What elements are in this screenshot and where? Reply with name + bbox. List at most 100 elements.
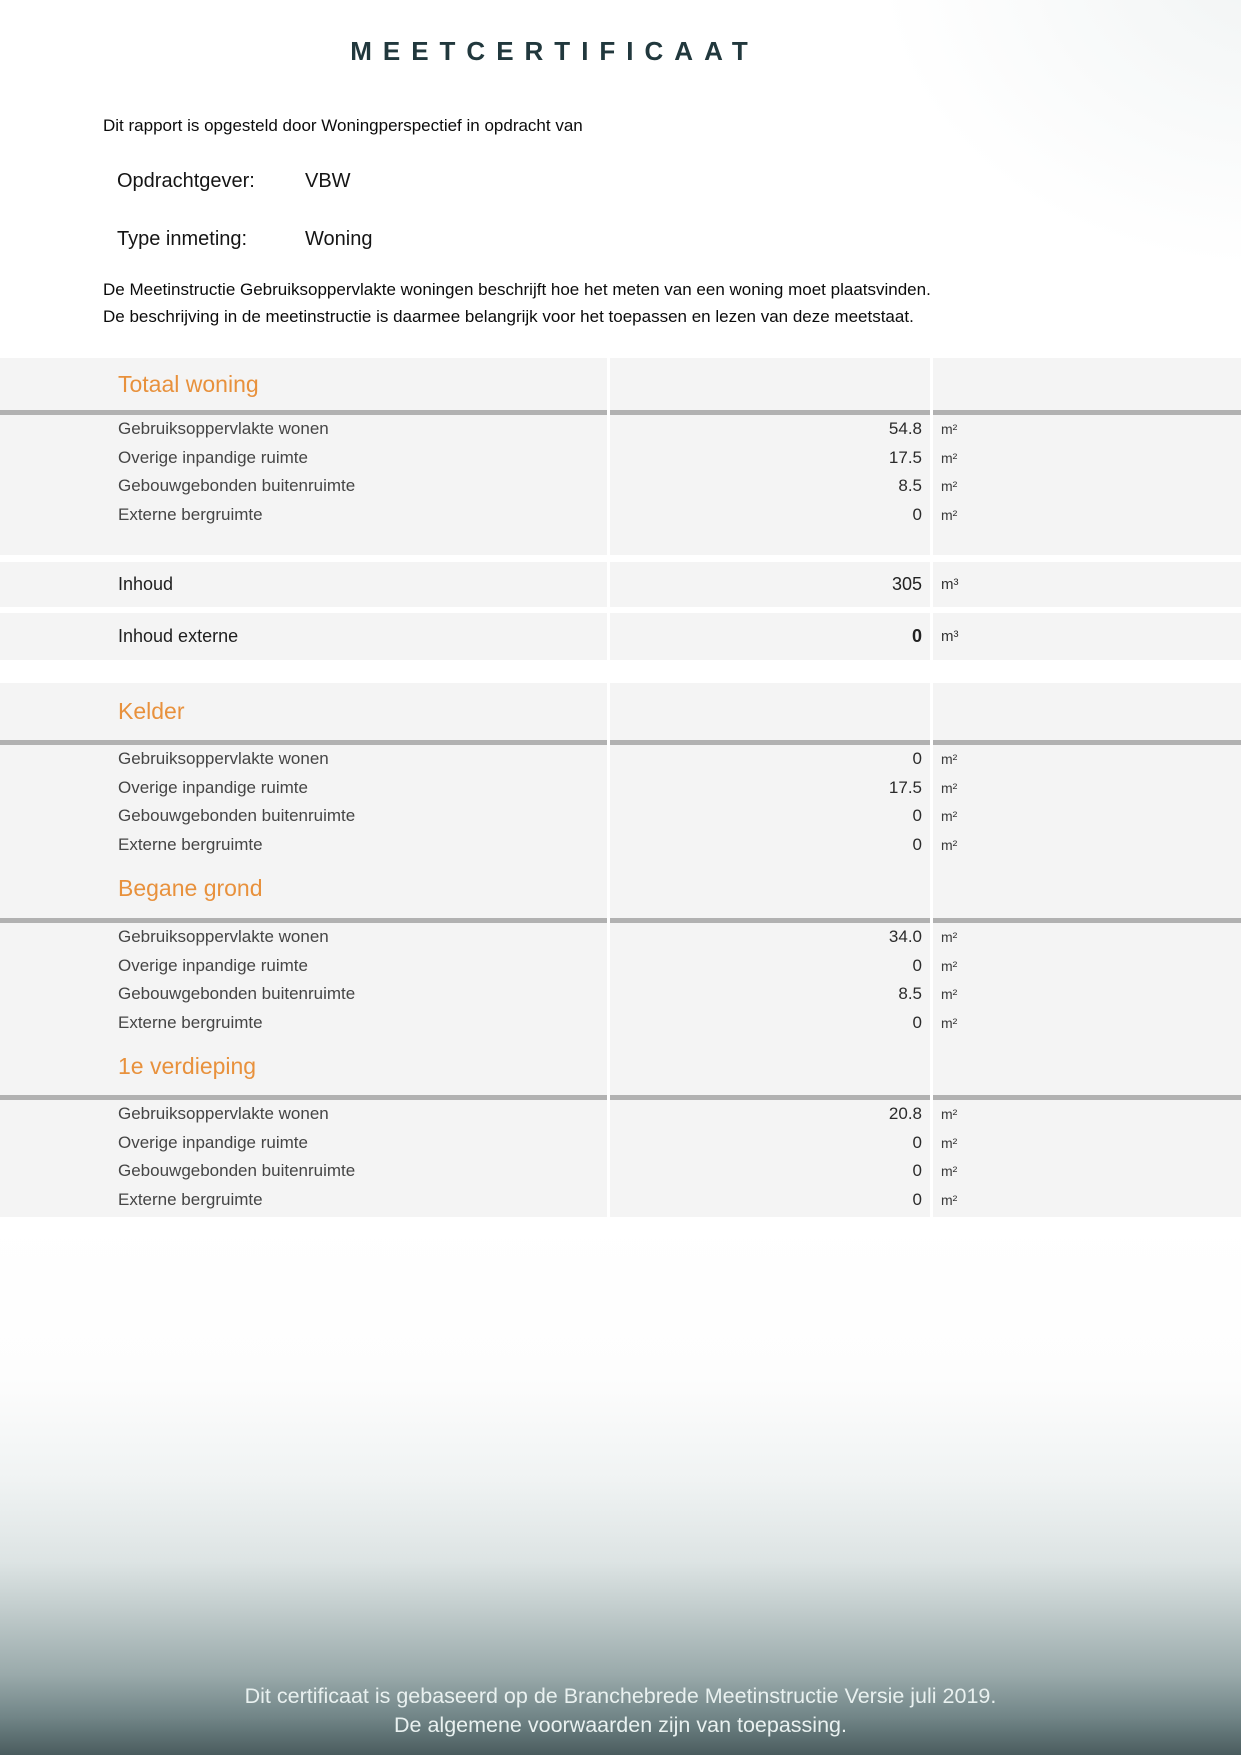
section-title: Totaal woning <box>118 370 259 397</box>
section-body: Gebruiksoppervlakte wonen Overige inpandi… <box>0 1100 1241 1217</box>
description-line: De Meetinstructie Gebruiksoppervlakte wo… <box>103 280 931 299</box>
row-value: 0 <box>912 749 922 769</box>
section-header-cell: Totaal woning <box>0 358 607 410</box>
measurement-type-value: Woning <box>305 228 373 250</box>
section-header-begane-grond: Begane grond <box>0 858 1241 918</box>
volume-row-label: Inhoud <box>118 574 174 594</box>
row-unit: m² <box>941 1134 958 1151</box>
volume-label-cell: Inhoud externe <box>0 613 607 660</box>
section-rule <box>0 1095 1241 1100</box>
row-value: 0 <box>912 1161 922 1181</box>
row-unit: m² <box>941 986 958 1003</box>
unit-column: m² m² m² m² <box>933 415 1241 555</box>
unit-column: m² m² m² m² <box>933 923 1241 1037</box>
section-rule <box>0 918 1241 923</box>
row-value: 8.5 <box>898 984 922 1004</box>
row-unit: m² <box>941 421 958 438</box>
section-rule-segment <box>933 1095 1241 1100</box>
section-header-cell <box>933 358 1241 410</box>
value-column: 0 17.5 0 0 <box>610 745 930 859</box>
measurement-type-row: Type inmeting: Woning <box>117 228 372 251</box>
section-header-cell <box>933 683 1241 740</box>
table-section-gap <box>0 555 1241 562</box>
section-rule-segment <box>610 1095 930 1100</box>
row-label: Overige inpandige ruimte <box>118 447 308 467</box>
section-title: 1e verdieping <box>118 1052 257 1079</box>
row-unit: m² <box>941 751 958 768</box>
row-label: Gebouwgebonden buitenruimte <box>118 984 356 1004</box>
row-value: 54.8 <box>888 419 922 439</box>
client-value: VBW <box>305 170 351 192</box>
row-label: Gebruiksoppervlakte wonen <box>118 419 329 439</box>
table-section-gap <box>0 607 1241 613</box>
section-rule-segment <box>610 410 930 415</box>
volume-row-inhoud-externe: Inhoud externe 0 m³ <box>0 613 1241 660</box>
row-label: Externe bergruimte <box>118 1012 263 1032</box>
row-label: Gebouwgebonden buitenruimte <box>118 806 356 826</box>
row-label: Externe bergruimte <box>118 1189 263 1209</box>
page-title: MEETCERTIFICAAT <box>350 36 759 66</box>
section-header-cell <box>610 1037 930 1095</box>
footer-line: Dit certificaat is gebaseerd op de Branc… <box>244 1684 997 1708</box>
section-body: Gebruiksoppervlakte wonen Overige inpandi… <box>0 923 1241 1037</box>
unit-column: m² m² m² m² <box>933 1100 1241 1217</box>
section-header-kelder: Kelder <box>0 683 1241 740</box>
measurement-type-label: Type inmeting: <box>117 228 248 250</box>
section-body: Gebruiksoppervlakte wonen Overige inpandi… <box>0 745 1241 859</box>
row-label: Overige inpandige ruimte <box>118 1132 308 1152</box>
intro-text: Dit rapport is opgesteld door Woningpers… <box>103 116 583 135</box>
volume-row-inhoud: Inhoud 305 m³ <box>0 562 1241 607</box>
section-rule-segment <box>610 740 930 745</box>
section-header-totaal-woning: Totaal woning <box>0 358 1241 410</box>
row-unit: m² <box>941 506 958 523</box>
row-value: 0 <box>912 834 922 854</box>
volume-row-label: Inhoud externe <box>118 626 239 646</box>
row-value: 17.5 <box>888 447 922 467</box>
row-label: Gebouwgebonden buitenruimte <box>118 476 356 496</box>
row-unit: m² <box>941 957 958 974</box>
section-title: Begane grond <box>118 874 263 901</box>
footer-line: De algemene voorwaarden zijn van toepass… <box>394 1713 847 1737</box>
section-header-cell: Kelder <box>0 683 607 740</box>
row-value: 0 <box>912 1012 922 1032</box>
row-label: Overige inpandige ruimte <box>118 955 308 975</box>
row-unit: m² <box>941 449 958 466</box>
value-column: 34.0 0 8.5 0 <box>610 923 930 1037</box>
description-line: De beschrijving in de meetinstructie is … <box>103 307 914 326</box>
section-title: Kelder <box>118 698 185 724</box>
unit-column: m² m² m² m² <box>933 745 1241 859</box>
value-column: 20.8 0 0 0 <box>610 1100 930 1217</box>
row-value: 0 <box>912 955 922 975</box>
row-label: Externe bergruimte <box>118 504 263 524</box>
section-header-cell <box>933 1037 1241 1095</box>
row-unit: m² <box>941 478 958 495</box>
section-rule-segment <box>0 740 607 745</box>
section-header-cell <box>610 358 930 410</box>
volume-row-value: 305 <box>610 562 930 607</box>
label-column: Gebruiksoppervlakte wonen Overige inpandi… <box>0 923 607 1037</box>
section-rule <box>0 740 1241 745</box>
footer-gradient <box>0 1217 1241 1755</box>
row-value: 0 <box>912 1132 922 1152</box>
section-rule-segment <box>933 410 1241 415</box>
section-rule-segment <box>0 918 607 923</box>
row-label: Gebruiksoppervlakte wonen <box>118 1104 329 1124</box>
row-label: Gebouwgebonden buitenruimte <box>118 1161 356 1181</box>
row-value: 34.0 <box>888 927 922 947</box>
row-unit: m² <box>941 836 958 853</box>
row-value: 17.5 <box>888 777 922 797</box>
row-unit: m² <box>941 929 958 946</box>
table-section-gap <box>0 660 1241 683</box>
row-label: Gebruiksoppervlakte wonen <box>118 749 329 769</box>
section-rule-segment <box>0 410 607 415</box>
row-value: 8.5 <box>898 476 922 496</box>
value-column: 54.8 17.5 8.5 0 <box>610 415 930 555</box>
row-unit: m² <box>941 808 958 825</box>
section-header-cell: 1e verdieping <box>0 1037 607 1095</box>
client-row: Opdrachtgever: VBW <box>117 170 351 193</box>
row-unit: m² <box>941 779 958 796</box>
section-rule-segment <box>0 1095 607 1100</box>
volume-row-value: 0 <box>610 613 930 660</box>
description-paragraph: De Meetinstructie Gebruiksoppervlakte wo… <box>103 276 931 330</box>
